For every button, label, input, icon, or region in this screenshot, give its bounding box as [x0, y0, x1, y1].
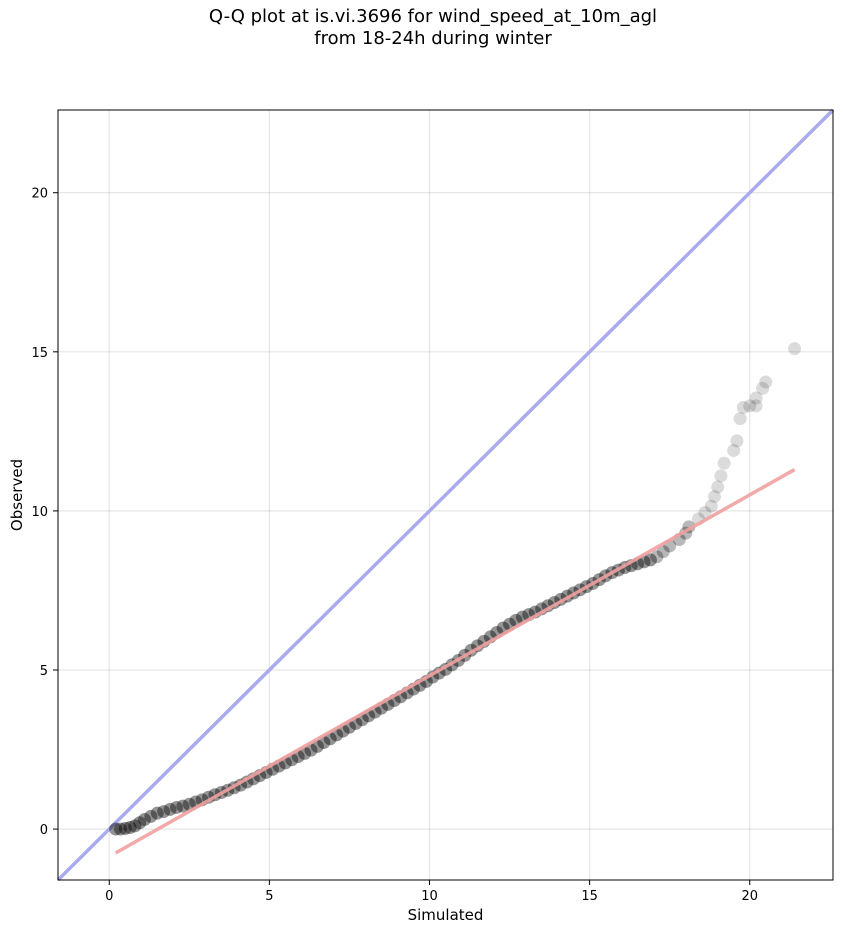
data-point — [310, 739, 324, 753]
x-tick-label: 5 — [265, 889, 273, 904]
y-axis-label: Observed — [8, 459, 26, 531]
chart-title-line-2: from 18-24h during winter — [314, 28, 552, 49]
data-point — [137, 813, 151, 827]
y-tick-label: 5 — [40, 664, 48, 679]
data-point — [113, 822, 127, 836]
data-point — [109, 822, 123, 836]
chart-title: Q-Q plot at is.vi.3696 for wind_speed_at… — [0, 6, 843, 50]
data-point — [163, 802, 177, 816]
data-point — [144, 809, 158, 823]
data-point — [733, 412, 747, 426]
x-tick-label: 15 — [581, 889, 598, 904]
data-point — [133, 816, 147, 830]
data-point — [118, 821, 132, 835]
chart-title-line-1: Q-Q plot at is.vi.3696 for wind_speed_at… — [208, 6, 658, 27]
data-point — [714, 469, 728, 483]
data-point — [749, 391, 763, 405]
data-point — [150, 806, 164, 820]
fit-line-layer — [114, 468, 796, 855]
data-point — [169, 800, 183, 814]
data-point — [698, 506, 712, 519]
data-point — [317, 736, 331, 750]
y-tick-label: 20 — [31, 187, 48, 202]
data-point — [128, 819, 142, 833]
data-point — [743, 399, 757, 413]
data-point — [650, 550, 664, 564]
axes-frame — [57, 109, 834, 881]
y-tick-label: 10 — [31, 505, 48, 520]
data-point — [727, 443, 741, 457]
data-point — [704, 499, 718, 513]
y-tick-label: 0 — [40, 823, 48, 838]
data-point — [298, 746, 312, 760]
data-point — [756, 381, 770, 395]
reference-line-layer — [56, 108, 835, 882]
y-tick-label: 15 — [31, 346, 48, 361]
x-tick-label: 10 — [421, 889, 438, 904]
points-layer — [109, 342, 802, 836]
x-tick-label: 20 — [741, 889, 758, 904]
x-tick-label: 0 — [105, 889, 113, 904]
data-point — [157, 805, 171, 819]
data-point — [736, 401, 750, 414]
data-point — [711, 480, 725, 494]
data-point — [788, 342, 802, 356]
data-point — [656, 545, 670, 559]
data-point — [730, 434, 744, 448]
fit-line — [114, 468, 796, 855]
data-point — [637, 555, 651, 569]
data-point — [176, 799, 190, 813]
data-point — [304, 743, 318, 757]
data-point — [123, 821, 137, 834]
data-point — [759, 375, 773, 389]
data-point — [708, 490, 722, 504]
x-axis-label: Simulated — [408, 906, 484, 924]
data-point — [643, 553, 657, 567]
grid — [58, 110, 833, 880]
one-to-one-line — [56, 108, 835, 882]
data-point — [717, 456, 731, 470]
data-point — [749, 399, 763, 413]
ticks: 0 5 10 15 20 0 5 10 15 20 — [31, 187, 758, 904]
